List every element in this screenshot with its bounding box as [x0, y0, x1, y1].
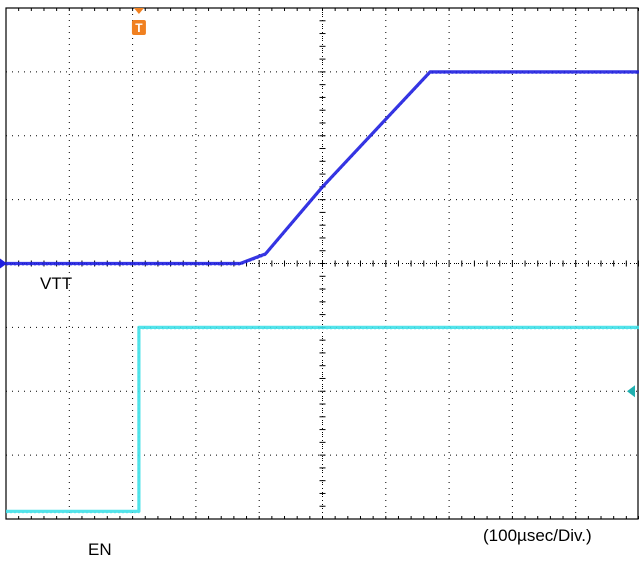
trigger-level-icon [131, 20, 146, 35]
trace-vtt [6, 70, 639, 266]
timebase-label: (100µsec/Div.) [483, 526, 592, 545]
trace-noise-vtt [6, 72, 639, 266]
trace-en [6, 325, 639, 513]
ch1-ground-marker-icon [0, 258, 7, 269]
ch2-ground-marker-icon [627, 385, 635, 398]
trigger-icon-glyph: T [135, 21, 143, 35]
trigger-position-icon [133, 8, 144, 14]
en-trace-label: EN [88, 540, 112, 559]
vtt-trace-label: VTT [40, 274, 73, 293]
trace-noise-en [6, 328, 639, 514]
